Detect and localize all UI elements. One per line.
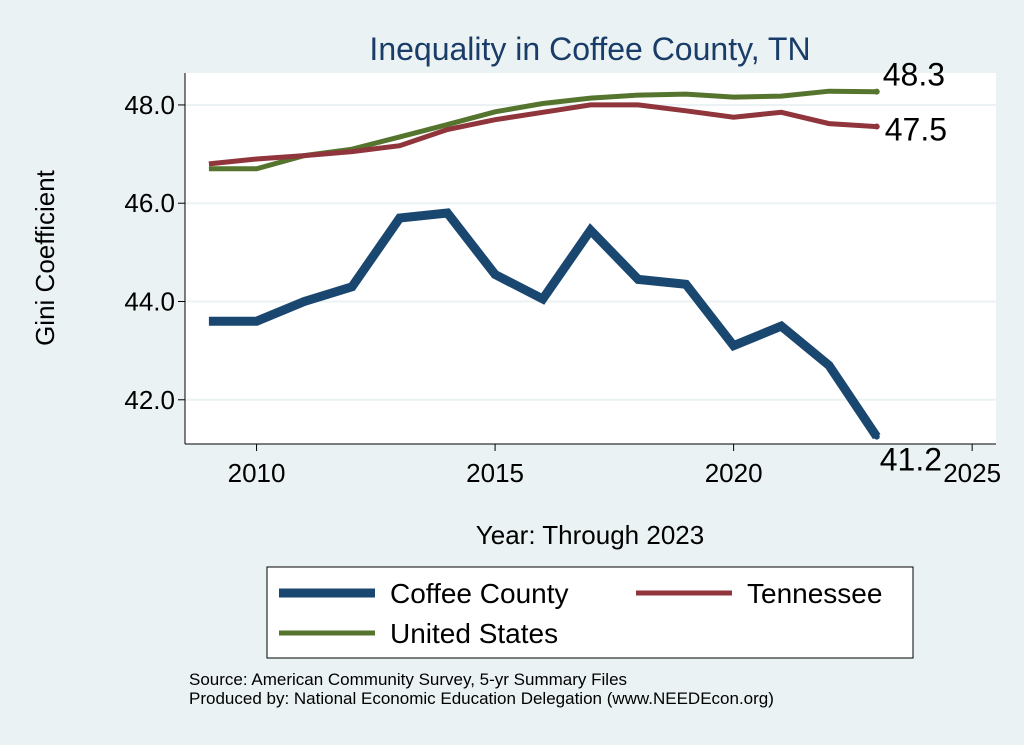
legend: Coffee County Tennessee United States [266, 566, 914, 659]
x-tick-label: 2020 [705, 458, 763, 488]
x-axis-label: Year: Through 2023 [476, 520, 704, 550]
y-axis-label: Gini Coefficient [30, 169, 60, 346]
end-label-coffee-county: 41.2 [880, 442, 942, 478]
producer-note: Produced by: National Economic Education… [189, 689, 774, 708]
y-tick-label: 44.0 [124, 286, 175, 316]
end-labels: 41.2 47.5 48.3 [873, 57, 947, 478]
y-ticks: 42.0 44.0 46.0 48.0 [124, 90, 185, 415]
end-marker-united-states [873, 88, 880, 95]
x-ticks: 2010 2015 2020 2025 [228, 444, 1001, 488]
legend-label-united-states: United States [390, 618, 558, 649]
end-label-tennessee: 47.5 [885, 112, 947, 148]
plot-area [185, 73, 996, 444]
series-lines [208, 88, 881, 440]
x-tick-label: 2015 [466, 458, 524, 488]
end-label-united-states: 48.3 [883, 57, 945, 93]
end-marker-coffee-county [873, 433, 880, 440]
axes [184, 73, 996, 445]
end-marker-tennessee [873, 123, 880, 130]
legend-box [266, 566, 914, 659]
chart-title: Inequality in Coffee County, TN [369, 31, 810, 67]
x-tick-label: 2010 [228, 458, 286, 488]
y-tick-label: 46.0 [124, 188, 175, 218]
legend-label-coffee-county: Coffee County [390, 578, 569, 609]
source-note: Source: American Community Survey, 5-yr … [189, 670, 628, 689]
series-line-tennessee [208, 102, 877, 167]
x-tick-label: 2025 [943, 458, 1001, 488]
y-tick-label: 42.0 [124, 385, 175, 415]
y-tick-label: 48.0 [124, 90, 175, 120]
series-line-coffee-county [208, 208, 881, 440]
legend-label-tennessee: Tennessee [747, 578, 882, 609]
